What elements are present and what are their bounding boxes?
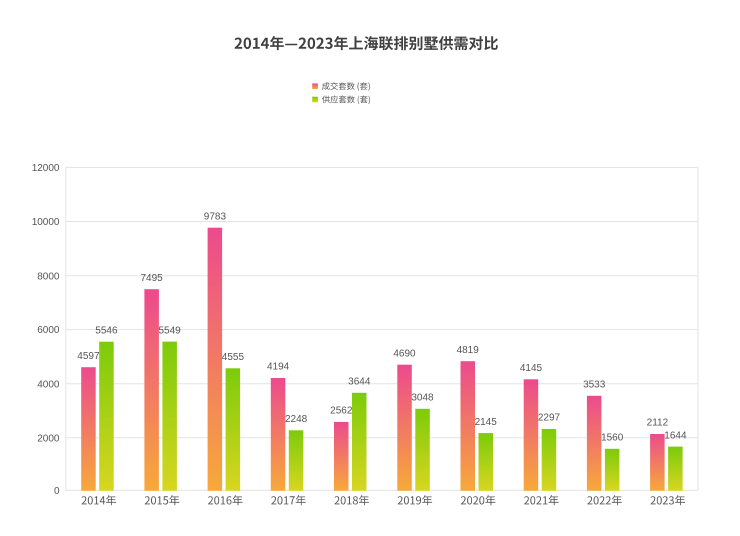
svg-text:9783: 9783 [204,211,227,222]
svg-text:2562: 2562 [330,406,353,417]
svg-text:5546: 5546 [95,325,118,336]
svg-text:3048: 3048 [411,393,434,404]
svg-text:10000: 10000 [32,217,60,228]
svg-text:4690: 4690 [393,348,416,359]
svg-text:4000: 4000 [37,379,60,390]
svg-text:2145: 2145 [475,417,498,428]
svg-text:2112: 2112 [647,418,669,429]
svg-text:4145: 4145 [520,363,543,374]
svg-text:4555: 4555 [222,352,245,363]
svg-text:4597: 4597 [77,351,100,362]
svg-text:3644: 3644 [348,377,371,388]
svg-text:3533: 3533 [583,380,606,391]
svg-text:6000: 6000 [37,325,60,336]
svg-text:2000: 2000 [37,433,60,444]
svg-text:4194: 4194 [267,362,290,373]
svg-text:12000: 12000 [32,163,60,174]
svg-text:5549: 5549 [158,325,181,336]
svg-text:1644: 1644 [664,430,687,441]
svg-text:2248: 2248 [285,414,308,425]
svg-text:1560: 1560 [601,433,624,444]
svg-text:4819: 4819 [457,345,480,356]
svg-text:7495: 7495 [140,273,163,284]
svg-text:0: 0 [54,486,60,497]
svg-text:2297: 2297 [538,413,561,424]
svg-text:8000: 8000 [37,271,60,282]
